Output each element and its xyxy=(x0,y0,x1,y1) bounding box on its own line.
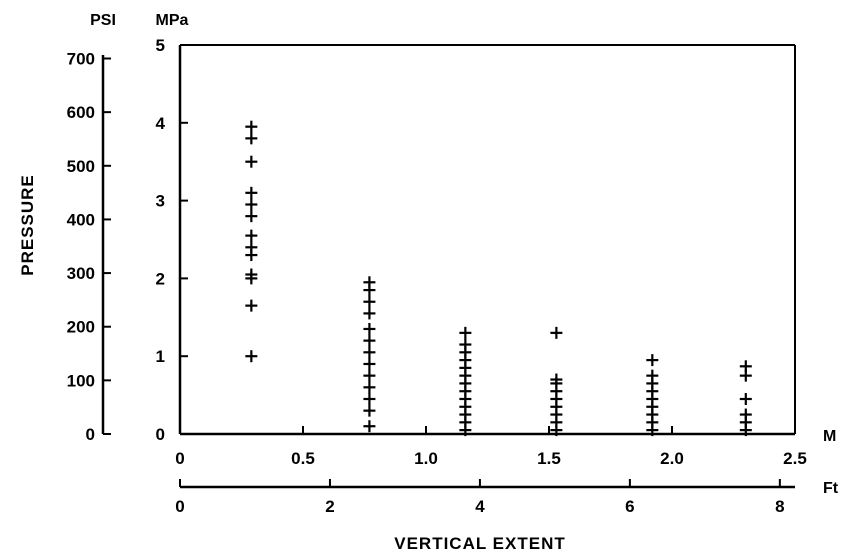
data-point-plus xyxy=(245,155,258,168)
mpa-tick-label: 2 xyxy=(156,269,165,288)
mpa-unit-label: MPa xyxy=(156,12,189,29)
data-point-plus xyxy=(245,229,258,242)
psi-unit-label: PSI xyxy=(90,12,116,29)
data-point-plus xyxy=(739,360,752,373)
x-tick-label: 1.5 xyxy=(537,449,561,468)
mpa-tick-label: 1 xyxy=(156,347,165,366)
data-point-plus xyxy=(245,132,258,145)
data-point-plus xyxy=(363,357,376,370)
data-point-plus xyxy=(739,408,752,421)
data-point-plus xyxy=(363,392,376,405)
data-point-plus xyxy=(459,326,472,339)
x-secondary-tick-label: 6 xyxy=(625,497,634,516)
data-point-plus xyxy=(550,326,563,339)
data-point-plus xyxy=(363,334,376,347)
data-point-plus xyxy=(245,241,258,254)
data-point-plus xyxy=(363,420,376,433)
data-point-plus xyxy=(363,322,376,335)
x-secondary-tick-label: 2 xyxy=(325,497,334,516)
data-point-plus xyxy=(363,369,376,382)
x-axis-title: VERTICAL EXTENT xyxy=(394,534,565,553)
x-secondary-tick-label: 8 xyxy=(775,497,784,516)
psi-tick-label: 600 xyxy=(67,103,95,122)
data-point-plus xyxy=(363,346,376,359)
data-point-plus xyxy=(245,299,258,312)
data-point-plus xyxy=(363,381,376,394)
mpa-tick-label: 3 xyxy=(156,192,165,211)
x-tick-label: 0.5 xyxy=(291,449,315,468)
data-point-plus xyxy=(363,404,376,417)
ticks-layer: 0 0.5 1.0 1.5 2.0 2.5 0 2 4 6 8 0 1 2 3 4 5 0 100 200 300 400… xyxy=(67,36,807,516)
x-tick-label: 2.5 xyxy=(783,449,807,468)
psi-tick-label: 200 xyxy=(67,318,95,337)
mpa-tick-label: 5 xyxy=(156,36,165,55)
data-point-plus xyxy=(459,338,472,351)
points-layer xyxy=(245,120,752,437)
data-point-plus xyxy=(245,120,258,133)
psi-tick-label: 100 xyxy=(67,371,95,390)
data-point-plus xyxy=(245,198,258,211)
psi-tick-label: 700 xyxy=(67,50,95,69)
x-unit-primary-label: M xyxy=(823,428,836,445)
data-point-plus xyxy=(245,350,258,363)
data-point-plus xyxy=(363,307,376,320)
data-point-plus xyxy=(245,186,258,199)
mpa-tick-label: 0 xyxy=(156,425,165,444)
mpa-tick-label: 4 xyxy=(156,114,166,133)
data-point-plus xyxy=(550,373,563,386)
data-point-plus xyxy=(245,210,258,223)
psi-tick-label: 0 xyxy=(86,425,95,444)
data-point-plus xyxy=(363,295,376,308)
x-unit-secondary-label: Ft xyxy=(823,480,839,497)
data-point-plus xyxy=(739,392,752,405)
x-tick-label: 2.0 xyxy=(660,449,684,468)
x-secondary-tick-label: 4 xyxy=(475,497,485,516)
data-point-plus xyxy=(646,369,659,382)
data-point-plus xyxy=(363,276,376,289)
data-point-plus xyxy=(646,354,659,367)
psi-tick-label: 400 xyxy=(67,210,95,229)
x-tick-label: 1.0 xyxy=(414,449,438,468)
psi-tick-label: 300 xyxy=(67,264,95,283)
x-tick-label: 0 xyxy=(175,449,184,468)
data-point-plus xyxy=(245,268,258,281)
y-axis-title: PRESSURE xyxy=(18,174,37,276)
psi-tick-label: 500 xyxy=(67,157,95,176)
x-secondary-tick-label: 0 xyxy=(175,497,184,516)
